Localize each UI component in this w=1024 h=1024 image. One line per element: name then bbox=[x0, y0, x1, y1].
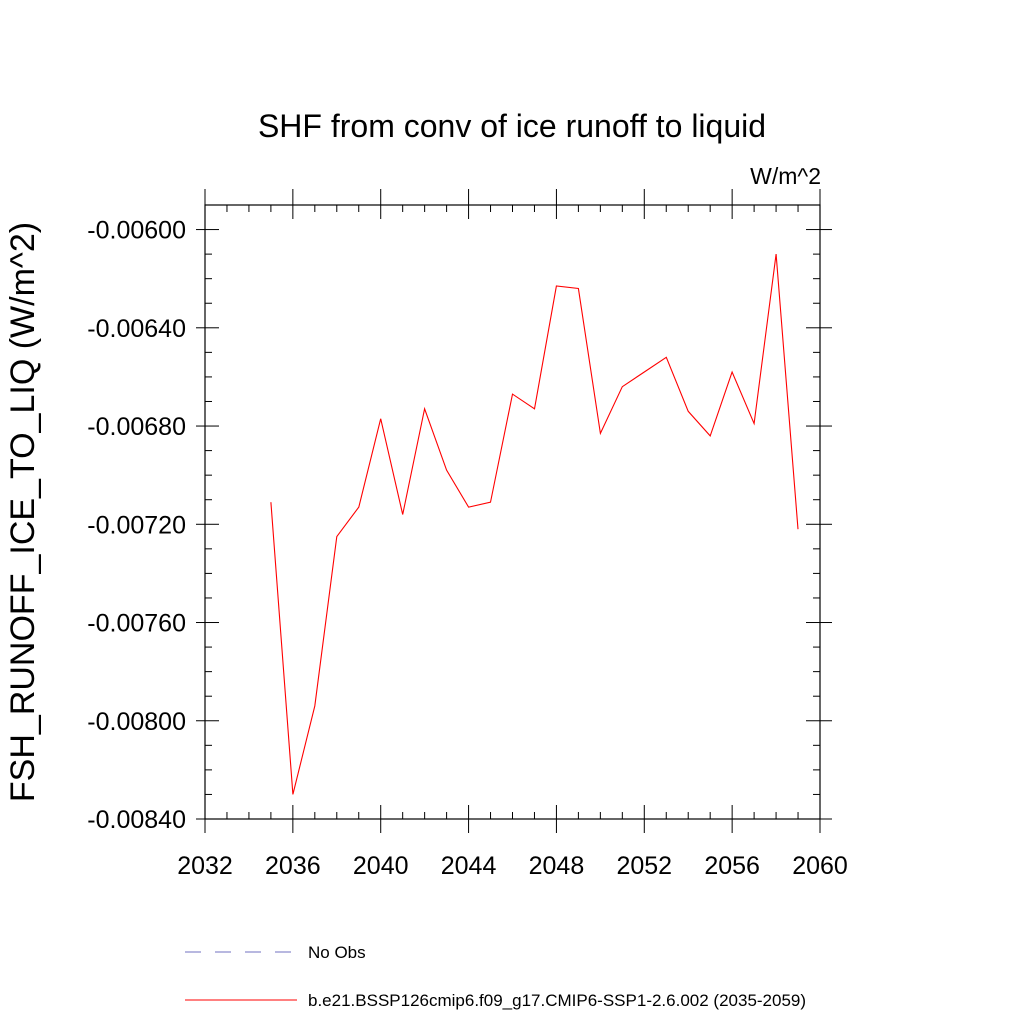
x-axis-ticks bbox=[204, 189, 821, 833]
series-line bbox=[270, 254, 799, 795]
series-group bbox=[270, 254, 799, 795]
x-tick-label: 2040 bbox=[353, 852, 409, 880]
legend-label-no-obs: No Obs bbox=[308, 943, 366, 962]
x-tick-label: 2036 bbox=[265, 852, 321, 880]
chart-title: SHF from conv of ice runoff to liquid bbox=[258, 108, 766, 144]
x-tick-label: 2032 bbox=[177, 852, 233, 880]
x-tick-label: 2048 bbox=[529, 852, 585, 880]
y-axis-label: FSH_RUNOFF_ICE_TO_LIQ (W/m^2) bbox=[4, 222, 42, 802]
y-tick-label: -0.00640 bbox=[87, 315, 186, 343]
x-tick-label: 2044 bbox=[441, 852, 497, 880]
x-tick-label: 2056 bbox=[704, 852, 760, 880]
legend-label-series: b.e21.BSSP126cmip6.f09_g17.CMIP6-SSP1-2.… bbox=[308, 991, 806, 1010]
y-tick-label: -0.00600 bbox=[87, 217, 186, 245]
y-tick-label: -0.00760 bbox=[87, 610, 186, 638]
y-axis-tick-labels: -0.00600 -0.00640 -0.00680 -0.00720 -0.00760… bbox=[87, 217, 186, 834]
y-axis-ticks bbox=[196, 229, 832, 820]
x-tick-label: 2060 bbox=[792, 852, 848, 880]
y-tick-label: -0.00680 bbox=[87, 413, 186, 441]
y-tick-label: -0.00800 bbox=[87, 708, 186, 736]
y-tick-label: -0.00840 bbox=[87, 806, 186, 834]
legend: No Obs b.e21.BSSP126cmip6.f09_g17.CMIP6-… bbox=[185, 943, 806, 1010]
units-label: W/m^2 bbox=[750, 163, 821, 189]
x-tick-label: 2052 bbox=[616, 852, 672, 880]
plot-frame bbox=[204, 204, 821, 820]
y-tick-label: -0.00720 bbox=[87, 511, 186, 539]
x-axis-tick-labels: 2032 2036 2040 2044 2048 2052 2056 2060 bbox=[177, 852, 848, 880]
